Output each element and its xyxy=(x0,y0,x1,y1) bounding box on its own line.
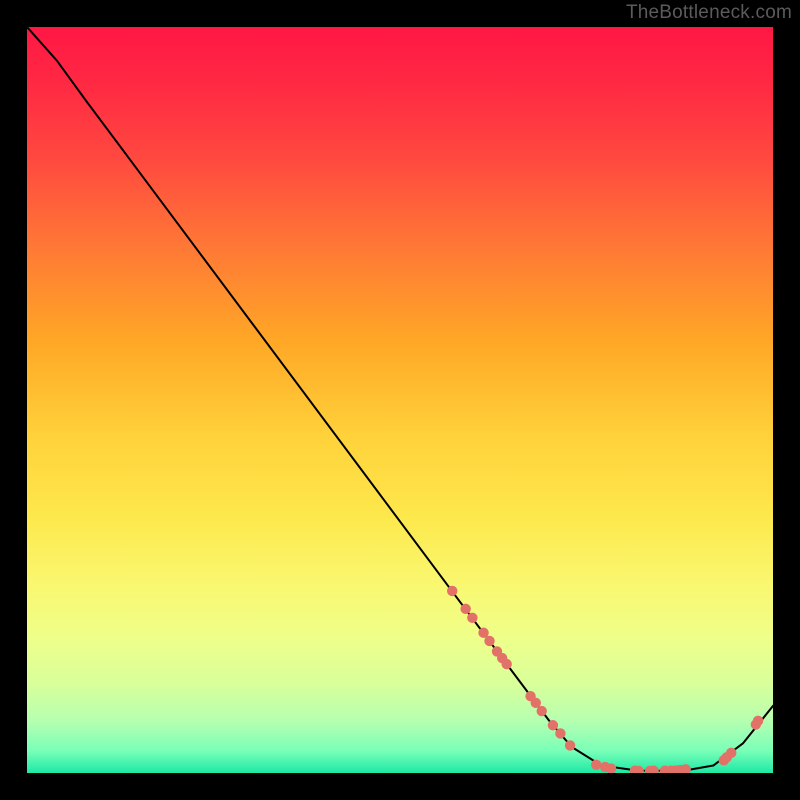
marker-point xyxy=(447,586,457,596)
watermark-text: TheBottleneck.com xyxy=(626,2,792,24)
marker-point xyxy=(591,760,601,770)
plot-svg xyxy=(27,27,773,773)
marker-point xyxy=(548,720,558,730)
marker-point xyxy=(726,748,736,758)
marker-point xyxy=(484,636,494,646)
marker-point xyxy=(501,659,511,669)
marker-point xyxy=(565,740,575,750)
marker-point xyxy=(555,728,565,738)
plot-area xyxy=(27,27,773,773)
marker-point xyxy=(467,613,477,623)
plot-background xyxy=(27,27,773,773)
figure-outer: TheBottleneck.com xyxy=(0,0,800,800)
marker-point xyxy=(537,706,547,716)
marker-point xyxy=(753,716,763,726)
marker-point xyxy=(460,604,470,614)
